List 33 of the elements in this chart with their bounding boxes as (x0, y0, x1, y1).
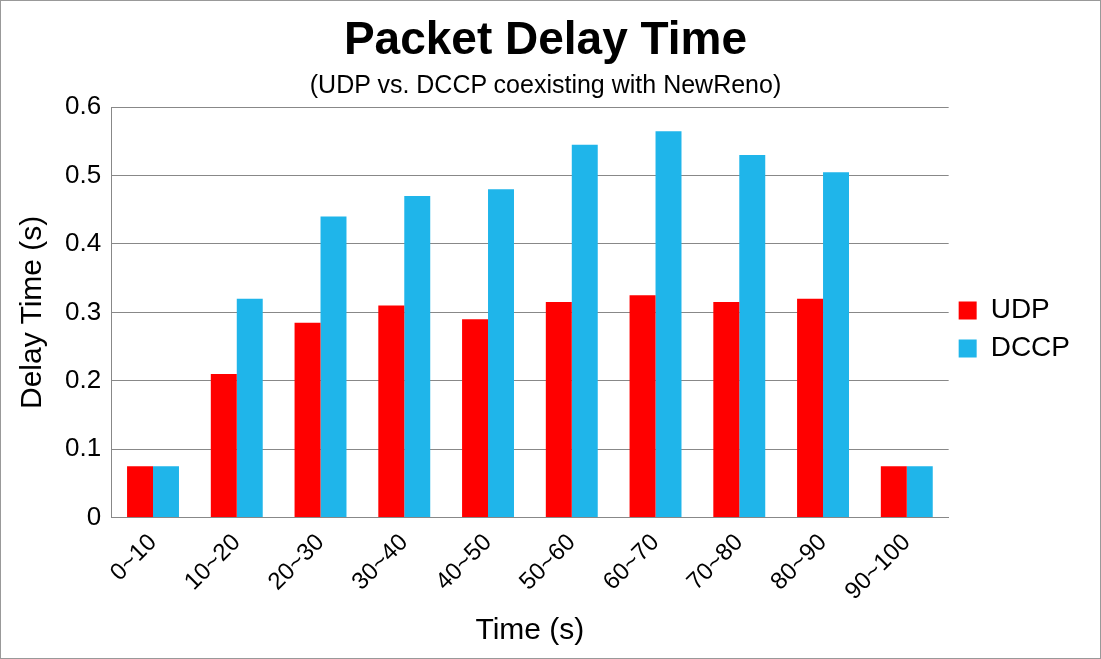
chart-subtitle: (UDP vs. DCCP coexisting with NewReno) (309, 70, 782, 99)
chart-title: Packet Delay Time (343, 12, 748, 65)
legend-label: DCCP (990, 331, 1071, 363)
bar (462, 319, 489, 518)
bar (713, 302, 740, 518)
bar (545, 302, 572, 518)
bar (320, 216, 347, 518)
bar (797, 298, 824, 518)
bar (294, 322, 321, 518)
y-tick-label: 0.5 (64, 158, 102, 189)
bar (571, 144, 598, 518)
y-tick-label: 0 (86, 500, 102, 531)
bar (906, 466, 933, 518)
bar (739, 155, 766, 518)
y-tick-label: 0.1 (64, 432, 102, 463)
legend-label: UDP (990, 293, 1050, 325)
bar (880, 466, 907, 518)
bar (629, 295, 656, 518)
bar (378, 305, 405, 518)
bar (127, 466, 154, 518)
y-axis-title: Delay Time (s) (14, 215, 48, 410)
x-axis-title: Time (s) (475, 612, 585, 646)
y-tick-label: 0.2 (64, 363, 102, 394)
bar (236, 298, 263, 518)
y-tick-label: 0.3 (64, 295, 102, 326)
y-tick-label: 0.6 (64, 90, 102, 121)
bar (488, 189, 514, 518)
bar (823, 172, 849, 518)
bar (404, 196, 431, 518)
bar (210, 373, 237, 518)
bar (153, 466, 179, 518)
bar (655, 131, 682, 518)
y-tick-label: 0.4 (64, 227, 102, 258)
